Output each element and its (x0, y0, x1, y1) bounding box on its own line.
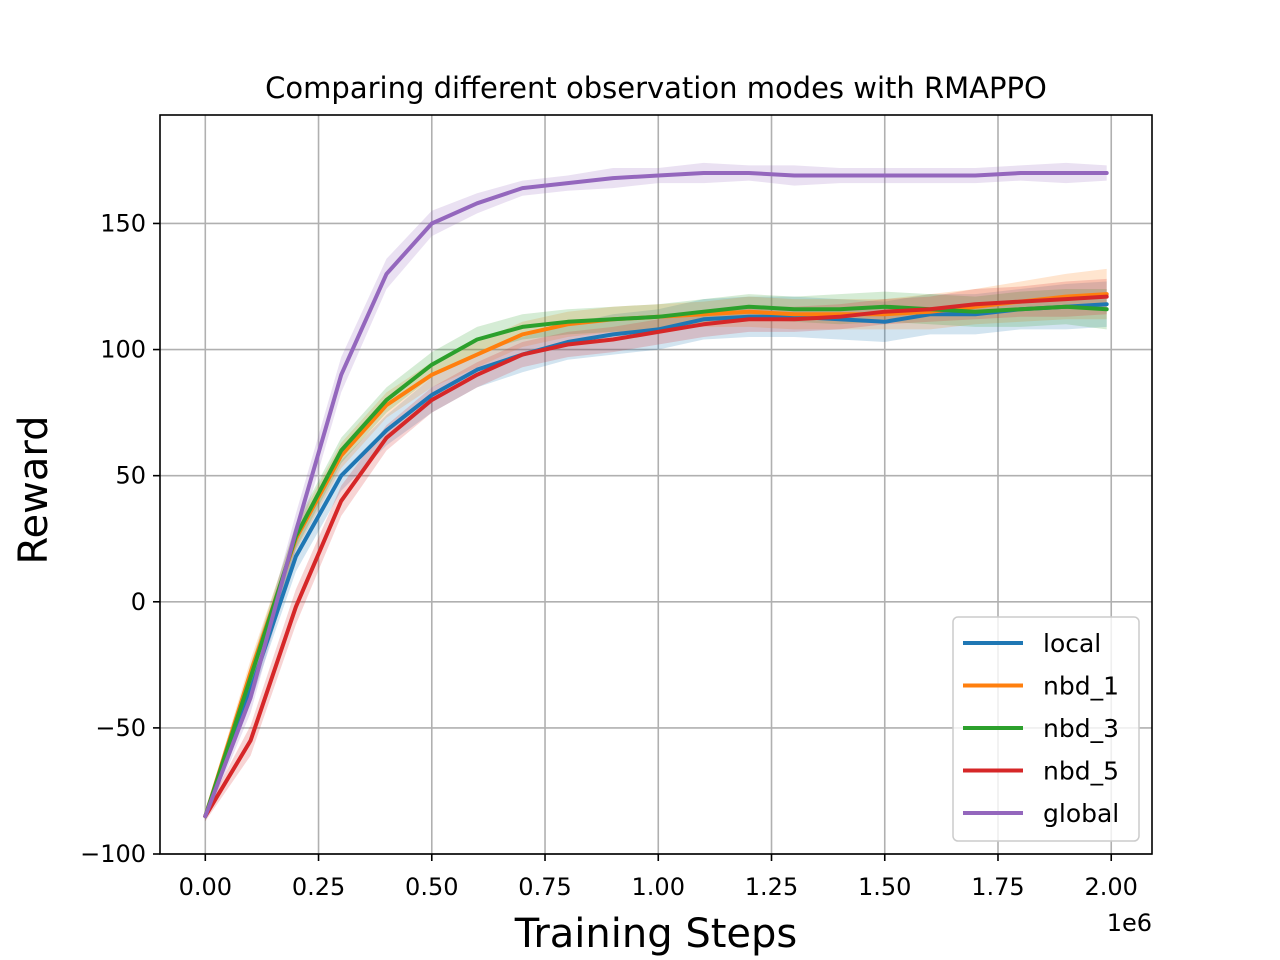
x-tick-label: 0.25 (292, 873, 345, 901)
line-local (203, 302, 1109, 819)
y-axis-ticks: −100 −50 0 50 100 150 (80, 209, 160, 868)
y-tick-label: 50 (115, 462, 146, 490)
y-tick-label: 0 (131, 588, 146, 616)
x-tick-label: 1.25 (745, 873, 798, 901)
chart-title: Comparing different observation modes wi… (265, 71, 1047, 105)
legend-label-nbd_1: nbd_1 (1043, 672, 1119, 701)
x-offset-label: 1e6 (1107, 909, 1152, 937)
legend-box (952, 616, 1140, 842)
y-tick-label: −50 (95, 714, 146, 742)
x-tick-label: 1.50 (858, 873, 911, 901)
x-axis-label: Training Steps (514, 911, 797, 957)
y-tick-label: 150 (100, 209, 146, 237)
x-axis-ticks: 0.00 0.25 0.50 0.75 1.00 1.25 1.50 1.75 2.00 (179, 854, 1138, 901)
line-global (203, 171, 1109, 819)
line-nbd_3 (203, 304, 1109, 819)
y-axis-label: Reward (11, 416, 57, 565)
legend-label-local: local (1043, 629, 1101, 658)
y-tick-label: −100 (80, 840, 146, 868)
x-tick-label: 0.50 (405, 873, 458, 901)
legend-label-global: global (1043, 799, 1119, 828)
x-tick-label: 1.00 (632, 873, 685, 901)
x-tick-label: 2.00 (1085, 873, 1138, 901)
x-tick-label: 0.75 (518, 873, 571, 901)
x-tick-label: 0.00 (179, 873, 232, 901)
plot-frame (159, 114, 1153, 855)
x-tick-label: 1.75 (971, 873, 1024, 901)
legend-label-nbd_5: nbd_5 (1043, 757, 1119, 786)
line-nbd_5 (203, 294, 1109, 819)
legend-label-nbd_3: nbd_3 (1043, 714, 1119, 743)
series-lines (203, 171, 1109, 819)
y-tick-label: 100 (100, 336, 146, 364)
